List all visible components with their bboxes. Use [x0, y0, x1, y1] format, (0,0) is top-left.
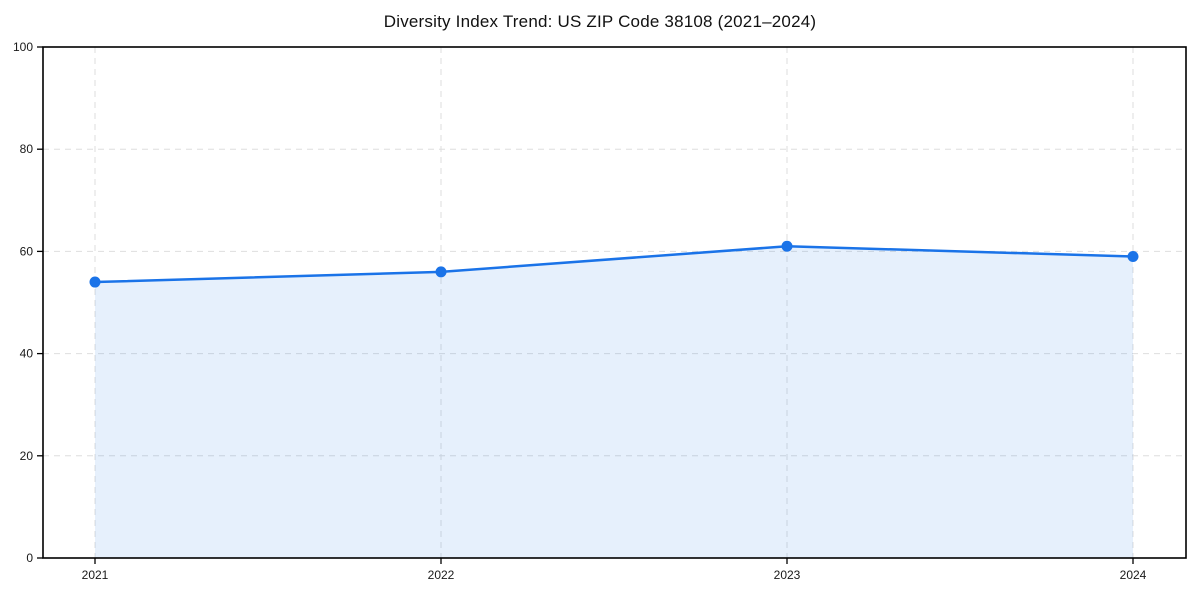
data-point-2024	[1127, 251, 1139, 263]
area-fill	[95, 246, 1133, 559]
y-axis-tick-label: 80	[20, 142, 34, 156]
y-axis-tick-label: 20	[20, 449, 34, 463]
y-axis-tick-label: 40	[20, 347, 34, 361]
data-point-2022	[435, 266, 447, 278]
trend-line	[93, 245, 1135, 284]
x-axis-tick-label: 2021	[82, 568, 109, 582]
x-axis-tick-label: 2023	[774, 568, 801, 582]
y-axis-tick-label: 0	[26, 551, 33, 565]
x-axis-tick-label: 2022	[428, 568, 455, 582]
chart-title: Diversity Index Trend: US ZIP Code 38108…	[383, 12, 817, 31]
x-axis-tick-label: 2024	[1120, 568, 1147, 582]
y-axis-tick-label: 60	[20, 244, 34, 258]
plot-border	[42, 46, 1187, 559]
data-point-2023	[781, 240, 793, 252]
data-point-2021	[89, 276, 101, 288]
y-axis-tick-label: 100	[13, 40, 33, 54]
